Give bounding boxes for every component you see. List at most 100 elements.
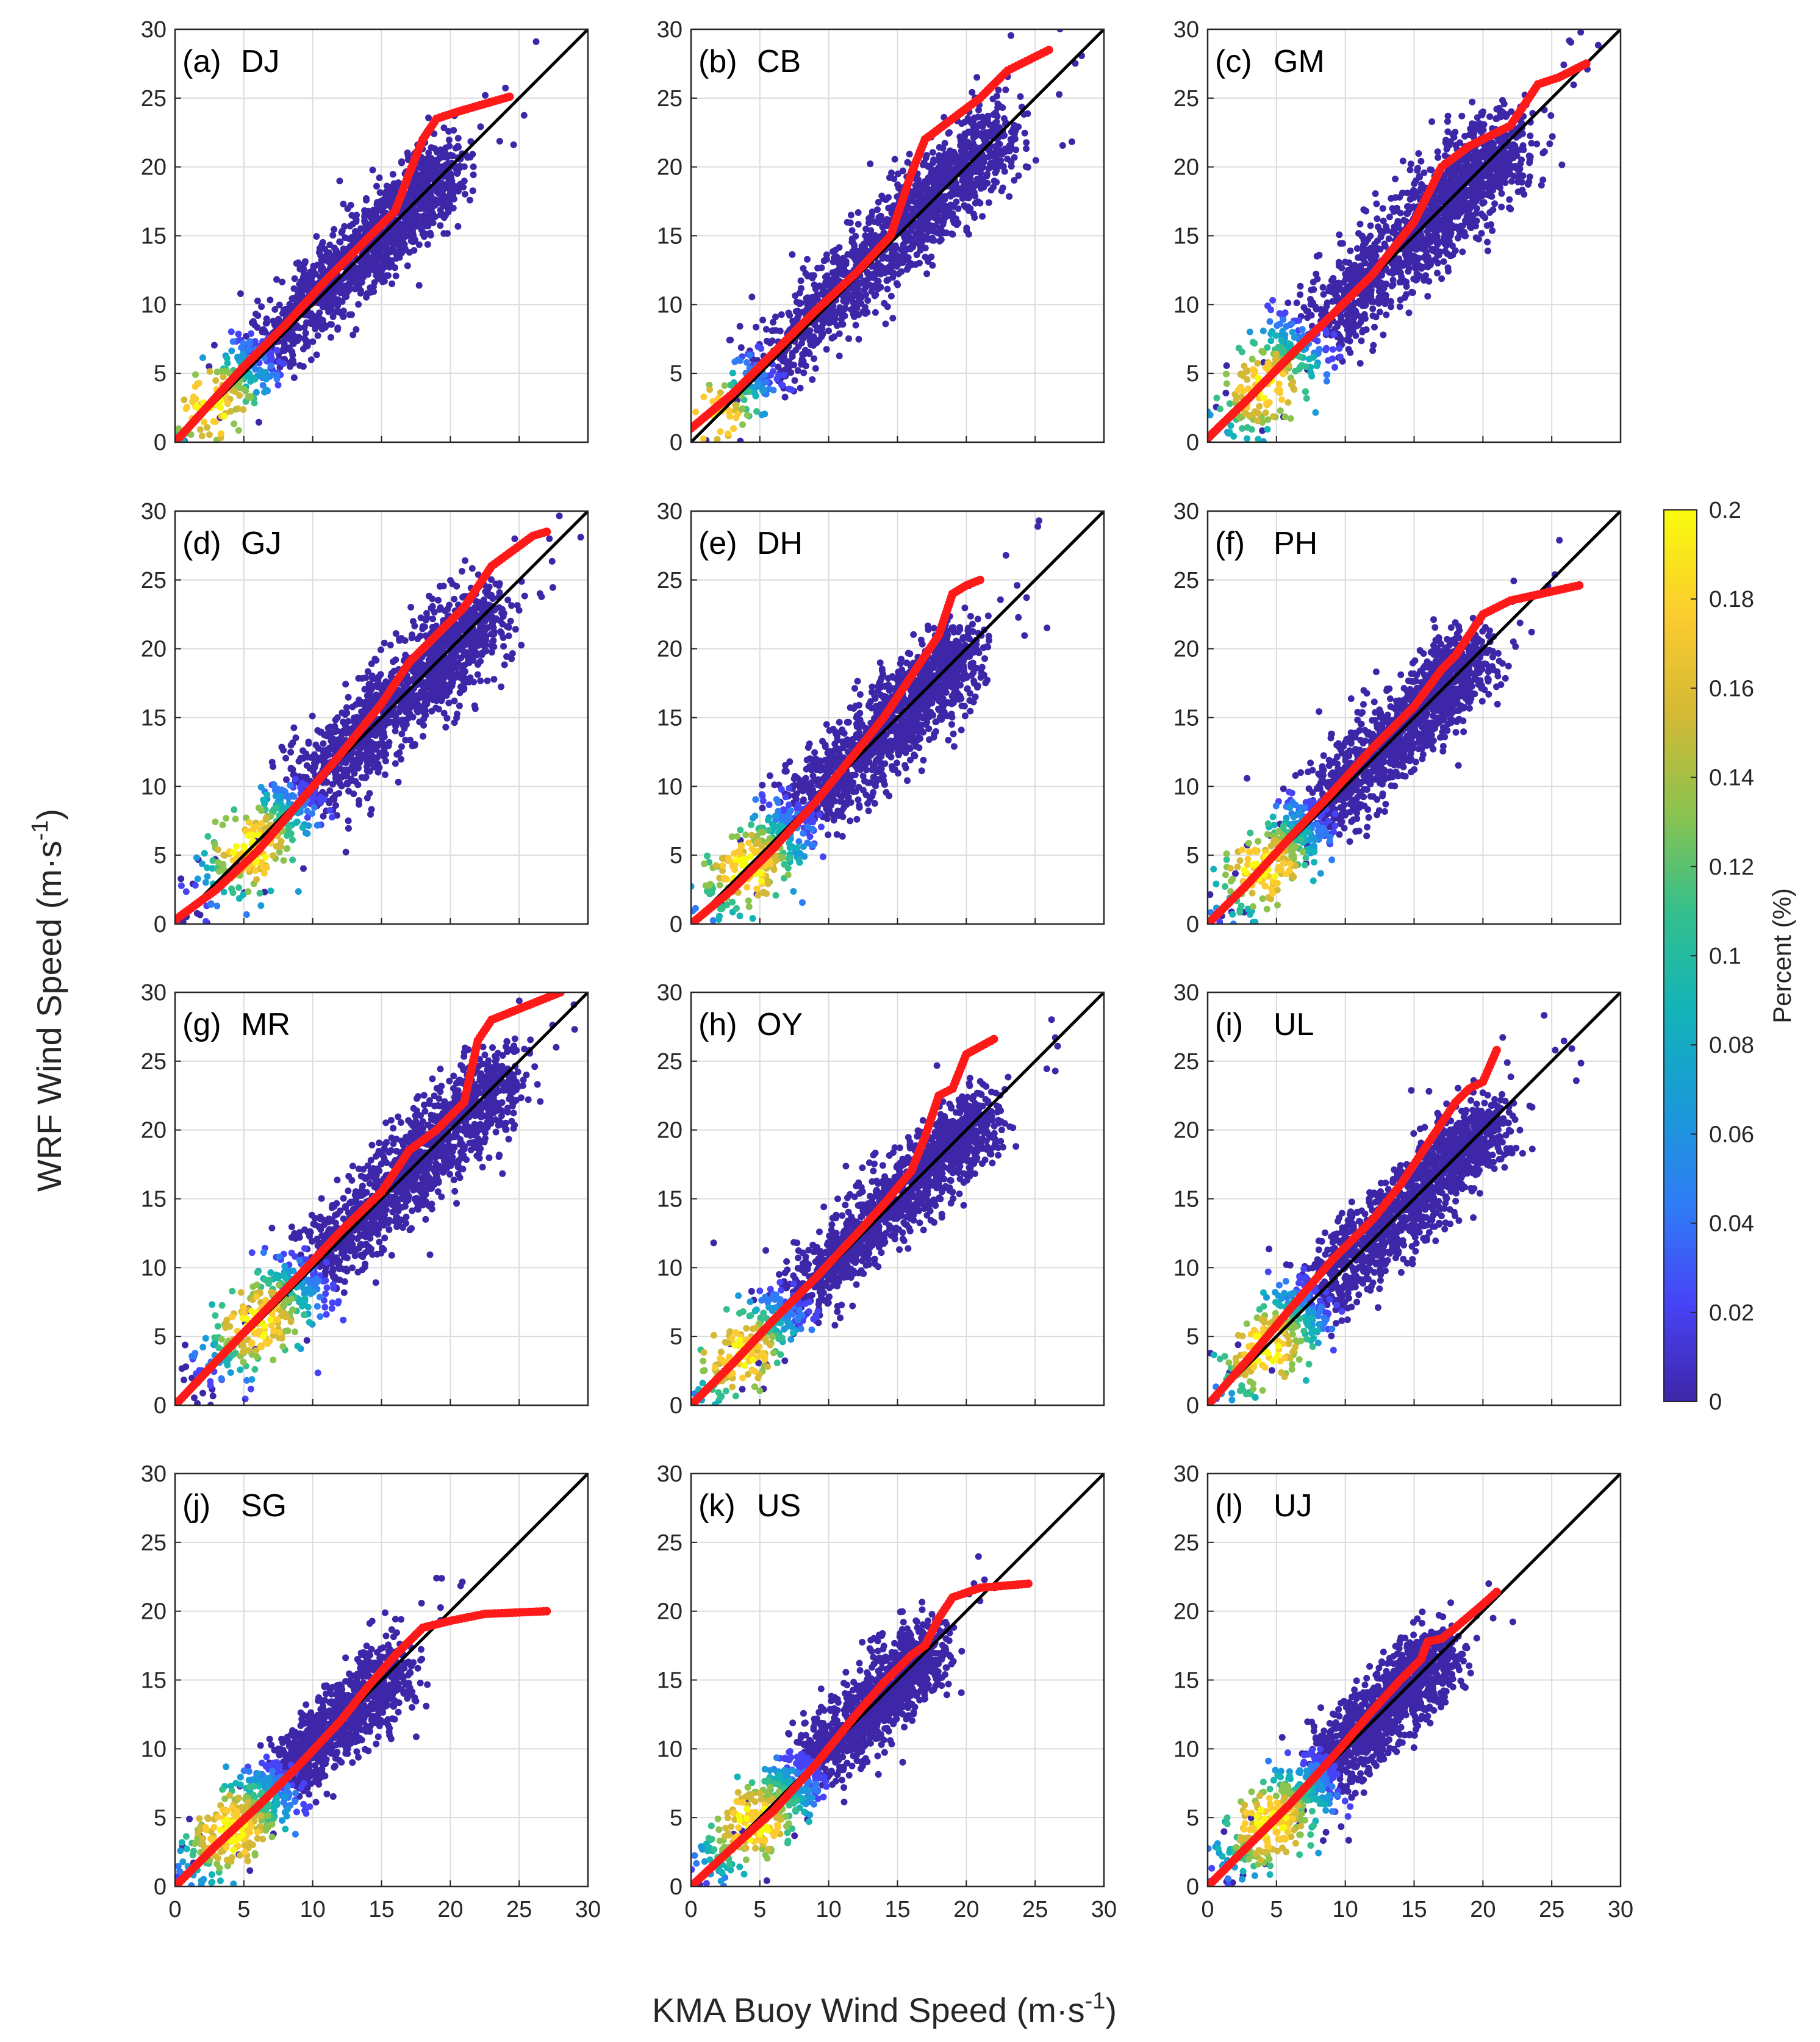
y-tick-label: 0: [670, 430, 682, 456]
data-point: [908, 237, 915, 245]
data-point: [854, 221, 862, 228]
data-point: [789, 251, 796, 258]
data-point: [477, 123, 484, 131]
data-point: [1425, 278, 1433, 285]
data-point: [1344, 317, 1352, 324]
data-point: [1008, 159, 1015, 165]
data-point: [852, 321, 859, 329]
data-point: [1293, 299, 1300, 307]
data-point: [842, 304, 849, 312]
data-point: [224, 359, 231, 367]
data-point: [437, 222, 444, 229]
data-point: [386, 263, 393, 271]
data-point: [378, 270, 385, 278]
data-point: [454, 135, 462, 142]
data-point: [807, 341, 814, 348]
data-point: [273, 346, 281, 354]
data-point: [392, 264, 398, 271]
qq-point: [505, 92, 514, 101]
data-point: [903, 266, 911, 273]
data-point: [321, 324, 329, 331]
data-point: [709, 398, 717, 405]
data-point: [353, 216, 360, 223]
data-point: [1455, 226, 1463, 234]
data-point: [1408, 288, 1415, 296]
data-point: [737, 344, 745, 351]
data-point: [910, 190, 917, 197]
data-point: [349, 331, 357, 339]
data-point: [946, 129, 953, 136]
data-point: [770, 387, 777, 394]
data-point: [836, 304, 844, 311]
data-point: [1443, 146, 1450, 153]
data-point: [210, 418, 217, 425]
data-point: [1345, 346, 1352, 353]
data-point: [778, 311, 785, 318]
data-point: [1379, 205, 1386, 212]
data-point: [385, 234, 393, 241]
data-point: [1259, 438, 1267, 442]
data-point: [1486, 170, 1494, 177]
data-point: [967, 150, 974, 157]
data-point: [1443, 170, 1450, 177]
data-point: [1502, 131, 1510, 138]
data-point: [825, 328, 833, 334]
data-point: [864, 309, 871, 316]
data-point: [1508, 108, 1515, 115]
data-point: [331, 226, 338, 233]
data-point: [1533, 140, 1541, 148]
data-point: [348, 311, 355, 318]
data-point: [956, 159, 964, 166]
data-point: [1389, 276, 1397, 284]
data-point: [1344, 267, 1352, 274]
data-point: [254, 297, 261, 304]
data-point: [1246, 328, 1253, 335]
data-point: [1489, 140, 1496, 146]
data-point: [970, 210, 977, 218]
data-point: [1507, 156, 1513, 163]
data-point: [296, 265, 304, 272]
data-point: [445, 127, 453, 135]
data-point: [1356, 297, 1364, 304]
data-point: [1364, 295, 1371, 303]
data-point: [206, 363, 213, 370]
data-point: [469, 187, 476, 195]
data-point: [794, 367, 801, 374]
data-point: [949, 231, 956, 238]
data-point: [196, 426, 204, 433]
data-point: [1313, 306, 1320, 313]
data-point: [328, 307, 335, 313]
data-point: [1502, 172, 1510, 179]
data-point: [1427, 238, 1434, 246]
data-point: [942, 151, 949, 158]
data-point: [1403, 278, 1410, 285]
data-point: [1289, 329, 1296, 336]
data-point: [426, 199, 433, 207]
data-point: [964, 115, 972, 122]
data-point: [198, 432, 206, 440]
data-point: [785, 309, 792, 317]
data-point: [930, 156, 937, 163]
data-point: [1435, 154, 1442, 161]
data-point: [235, 331, 242, 338]
data-point: [753, 323, 759, 331]
data-point: [273, 276, 280, 283]
data-point: [418, 165, 425, 172]
data-point: [235, 427, 242, 434]
data-point: [329, 286, 337, 293]
data-point: [313, 351, 320, 359]
data-point: [1309, 278, 1317, 285]
y-tick-label: 20: [657, 155, 682, 181]
data-point: [860, 277, 867, 284]
data-point: [382, 190, 389, 198]
data-point: [1546, 140, 1553, 148]
data-point: [1428, 118, 1436, 125]
data-point: [731, 358, 739, 365]
data-point: [424, 170, 431, 177]
data-point: [308, 278, 315, 285]
data-point: [985, 147, 992, 154]
data-point: [417, 185, 424, 193]
data-point: [1324, 371, 1331, 378]
data-point: [762, 326, 770, 333]
data-point: [217, 430, 224, 437]
